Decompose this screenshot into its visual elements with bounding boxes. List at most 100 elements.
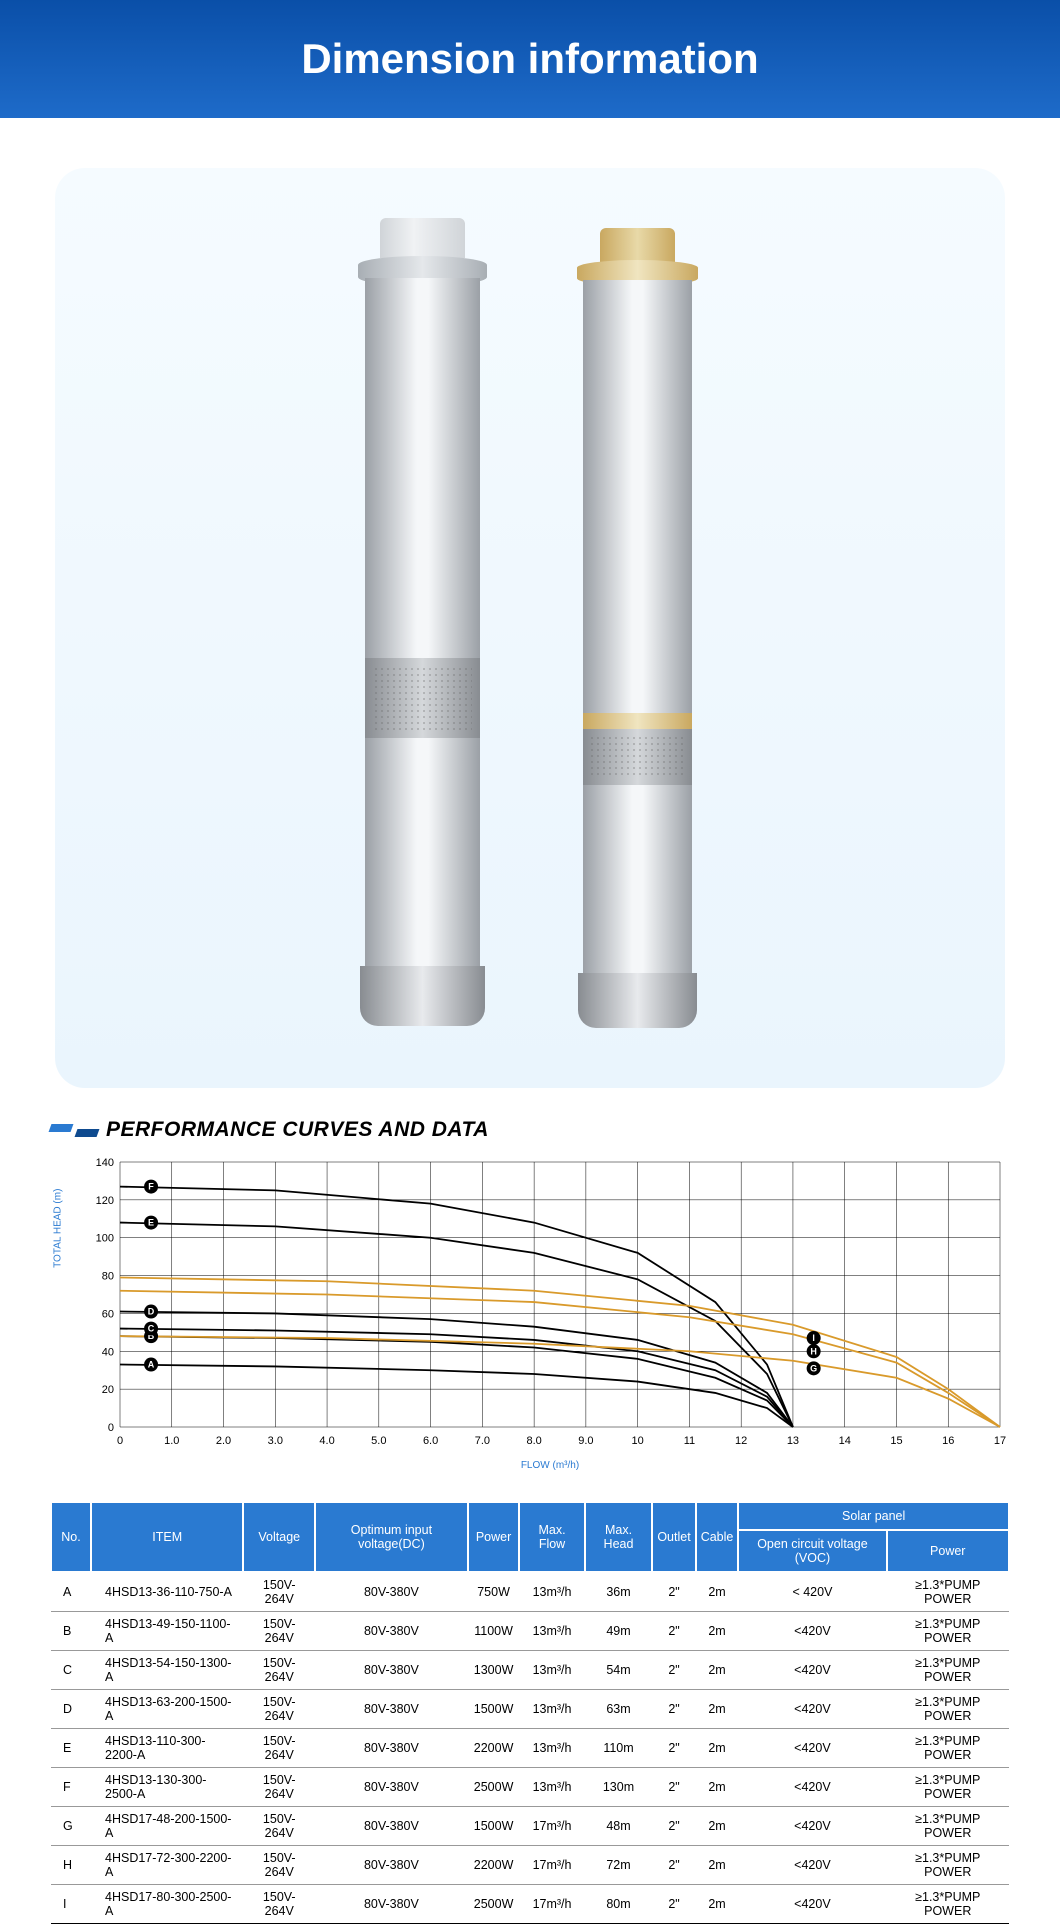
- cell-maxhead: 36m: [585, 1572, 653, 1612]
- cell-cable: 2m: [696, 1846, 739, 1885]
- th-maxhead: Max. Head: [585, 1502, 653, 1572]
- svg-text:11: 11: [684, 1435, 695, 1447]
- th-opt: Optimum input voltage(DC): [315, 1502, 468, 1572]
- chart-y-axis-label: TOTAL HEAD (m): [53, 1189, 64, 1268]
- svg-text:100: 100: [96, 1233, 114, 1245]
- svg-text:G: G: [810, 1363, 817, 1373]
- cell-outlet: 2": [652, 1885, 695, 1924]
- cell-opt: 80V-380V: [315, 1807, 468, 1846]
- cell-voc: <420V: [738, 1690, 886, 1729]
- cell-power: 2500W: [468, 1885, 520, 1924]
- table-row: D4HSD13-63-200-1500-A150V-264V80V-380V15…: [51, 1690, 1009, 1729]
- cell-maxflow: 13m³/h: [519, 1729, 584, 1768]
- table-row: G4HSD17-48-200-1500-A150V-264V80V-380V15…: [51, 1807, 1009, 1846]
- svg-text:6.0: 6.0: [423, 1435, 438, 1447]
- cell-solarpower: ≥1.3*PUMP POWER: [887, 1612, 1010, 1651]
- cell-maxflow: 13m³/h: [519, 1690, 584, 1729]
- cell-solarpower: ≥1.3*PUMP POWER: [887, 1729, 1010, 1768]
- table-row: I4HSD17-80-300-2500-A150V-264V80V-380V25…: [51, 1885, 1009, 1924]
- cell-voltage: 150V-264V: [243, 1885, 315, 1924]
- table-row: B4HSD13-49-150-1100-A150V-264V80V-380V11…: [51, 1612, 1009, 1651]
- cell-opt: 80V-380V: [315, 1690, 468, 1729]
- cell-maxflow: 17m³/h: [519, 1885, 584, 1924]
- table-row: H4HSD17-72-300-2200-A150V-264V80V-380V22…: [51, 1846, 1009, 1885]
- svg-text:15: 15: [890, 1435, 902, 1447]
- cell-item: 4HSD17-48-200-1500-A: [91, 1807, 243, 1846]
- cell-no: B: [51, 1612, 91, 1651]
- svg-text:0: 0: [108, 1422, 114, 1434]
- svg-text:60: 60: [102, 1308, 114, 1320]
- cell-solarpower: ≥1.3*PUMP POWER: [887, 1651, 1010, 1690]
- cell-outlet: 2": [652, 1729, 695, 1768]
- cell-voc: <420V: [738, 1651, 886, 1690]
- cell-no: D: [51, 1690, 91, 1729]
- cell-solarpower: ≥1.3*PUMP POWER: [887, 1572, 1010, 1612]
- th-cable: Cable: [696, 1502, 739, 1572]
- svg-text:80: 80: [102, 1271, 114, 1283]
- svg-text:0: 0: [117, 1435, 123, 1447]
- cell-no: A: [51, 1572, 91, 1612]
- cell-power: 1300W: [468, 1651, 520, 1690]
- table-row: C4HSD13-54-150-1300-A150V-264V80V-380V13…: [51, 1651, 1009, 1690]
- cell-voc: <420V: [738, 1612, 886, 1651]
- svg-text:40: 40: [102, 1346, 114, 1358]
- cell-power: 2200W: [468, 1846, 520, 1885]
- cell-item: 4HSD13-36-110-750-A: [91, 1572, 243, 1612]
- cell-solarpower: ≥1.3*PUMP POWER: [887, 1807, 1010, 1846]
- cell-maxhead: 48m: [585, 1807, 653, 1846]
- th-voltage: Voltage: [243, 1502, 315, 1572]
- cell-power: 1500W: [468, 1690, 520, 1729]
- svg-text:5.0: 5.0: [371, 1435, 386, 1447]
- cell-voc: <420V: [738, 1846, 886, 1885]
- cell-no: E: [51, 1729, 91, 1768]
- cell-voltage: 150V-264V: [243, 1729, 315, 1768]
- title-decoration-icon: [50, 1124, 98, 1137]
- th-power: Power: [468, 1502, 520, 1572]
- cell-solarpower: ≥1.3*PUMP POWER: [887, 1768, 1010, 1807]
- cell-power: 1500W: [468, 1807, 520, 1846]
- cell-cable: 2m: [696, 1612, 739, 1651]
- performance-chart: TOTAL HEAD (m) 01.02.03.04.05.06.07.08.0…: [90, 1152, 1010, 1452]
- svg-text:10: 10: [632, 1435, 644, 1447]
- svg-text:H: H: [810, 1346, 817, 1356]
- cell-maxhead: 54m: [585, 1651, 653, 1690]
- cell-opt: 80V-380V: [315, 1612, 468, 1651]
- svg-text:12: 12: [735, 1435, 747, 1447]
- pump-illustration-right: [565, 218, 710, 1038]
- th-item: ITEM: [91, 1502, 243, 1572]
- th-no: No.: [51, 1502, 91, 1572]
- product-image-area: [55, 168, 1005, 1088]
- cell-voltage: 150V-264V: [243, 1572, 315, 1612]
- cell-cable: 2m: [696, 1885, 739, 1924]
- cell-no: G: [51, 1807, 91, 1846]
- svg-text:140: 140: [96, 1157, 114, 1169]
- pump-illustration-left: [350, 218, 495, 1038]
- cell-item: 4HSD17-80-300-2500-A: [91, 1885, 243, 1924]
- svg-text:20: 20: [102, 1384, 114, 1396]
- cell-voc: < 420V: [738, 1572, 886, 1612]
- cell-maxflow: 13m³/h: [519, 1768, 584, 1807]
- cell-voc: <420V: [738, 1768, 886, 1807]
- cell-cable: 2m: [696, 1729, 739, 1768]
- cell-maxhead: 130m: [585, 1768, 653, 1807]
- cell-maxhead: 63m: [585, 1690, 653, 1729]
- cell-maxhead: 72m: [585, 1846, 653, 1885]
- chart-x-axis-label: FLOW (m³/h): [90, 1460, 1010, 1471]
- cell-no: I: [51, 1885, 91, 1924]
- cell-maxflow: 13m³/h: [519, 1651, 584, 1690]
- th-maxflow: Max. Flow: [519, 1502, 584, 1572]
- svg-text:C: C: [148, 1324, 155, 1334]
- performance-heading: PERFORMANCE CURVES AND DATA: [106, 1118, 489, 1142]
- cell-outlet: 2": [652, 1690, 695, 1729]
- cell-no: C: [51, 1651, 91, 1690]
- cell-maxflow: 17m³/h: [519, 1807, 584, 1846]
- svg-text:A: A: [148, 1360, 155, 1370]
- cell-maxhead: 49m: [585, 1612, 653, 1651]
- cell-opt: 80V-380V: [315, 1572, 468, 1612]
- cell-power: 2200W: [468, 1729, 520, 1768]
- cell-power: 1100W: [468, 1612, 520, 1651]
- cell-outlet: 2": [652, 1846, 695, 1885]
- svg-text:17: 17: [994, 1435, 1006, 1447]
- svg-text:7.0: 7.0: [475, 1435, 490, 1447]
- svg-text:8.0: 8.0: [526, 1435, 541, 1447]
